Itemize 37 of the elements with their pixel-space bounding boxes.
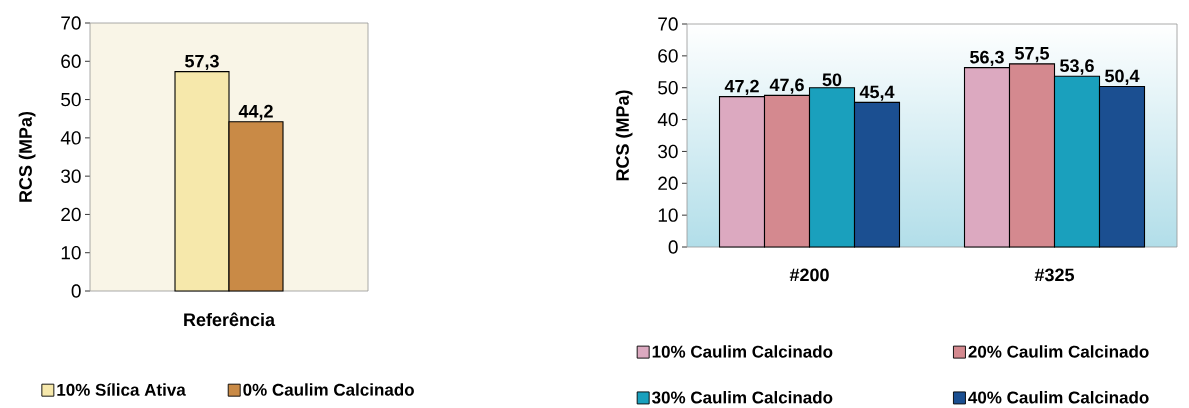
data-label: 57,3 — [185, 54, 219, 71]
data-label: 56,3 — [970, 50, 1004, 67]
y-tick-label: 70 — [61, 16, 81, 30]
y-tick-label: 60 — [61, 54, 81, 69]
x-tick-label: #200 — [789, 268, 829, 282]
data-label: 47,6 — [769, 78, 804, 94]
y-tick-label: 50 — [61, 92, 81, 107]
data-label: 47,2 — [724, 79, 759, 96]
y-tick-label: 0 — [668, 240, 678, 254]
y-tick-label: 20 — [658, 176, 678, 191]
y-tick-label: 50 — [658, 80, 678, 95]
data-label: 50 — [822, 73, 842, 87]
y-tick-label: 70 — [658, 17, 678, 31]
data-label: 53,6 — [1060, 59, 1094, 75]
y-axis-title: RCS (MPa) — [615, 90, 633, 181]
x-tick-label: #325 — [1034, 268, 1075, 282]
y-tick-label: 40 — [657, 112, 678, 127]
x-tick-label: Referência — [184, 312, 276, 327]
data-label: 44,2 — [238, 104, 273, 121]
y-tick-label: 30 — [658, 144, 678, 159]
y-tick-label: 0 — [71, 284, 81, 298]
legend-label: 10% Sílica Ativa — [57, 383, 186, 396]
legend-label: 40% Caulim Calcinado — [968, 391, 1149, 404]
y-tick-label: 40 — [60, 131, 81, 145]
legend-label: 0% Caulim Calcinado — [243, 383, 414, 396]
legend-label: 30% Caulim Calcinado — [652, 391, 833, 404]
y-tick-label: 30 — [61, 169, 81, 183]
data-label: 57,5 — [1015, 47, 1050, 63]
legend-label: 20% Caulim Calcinado — [968, 345, 1149, 358]
y-axis-title: RCS (MPa) — [18, 111, 36, 202]
data-label: 45,4 — [859, 85, 895, 101]
y-tick-label: 60 — [658, 49, 678, 63]
y-tick-label: 10 — [658, 208, 678, 222]
y-tick-label: 10 — [61, 245, 81, 260]
y-tick-label: 20 — [61, 207, 81, 222]
legend-label: 10% Caulim Calcinado — [652, 345, 833, 358]
data-label: 50,4 — [1105, 69, 1140, 85]
